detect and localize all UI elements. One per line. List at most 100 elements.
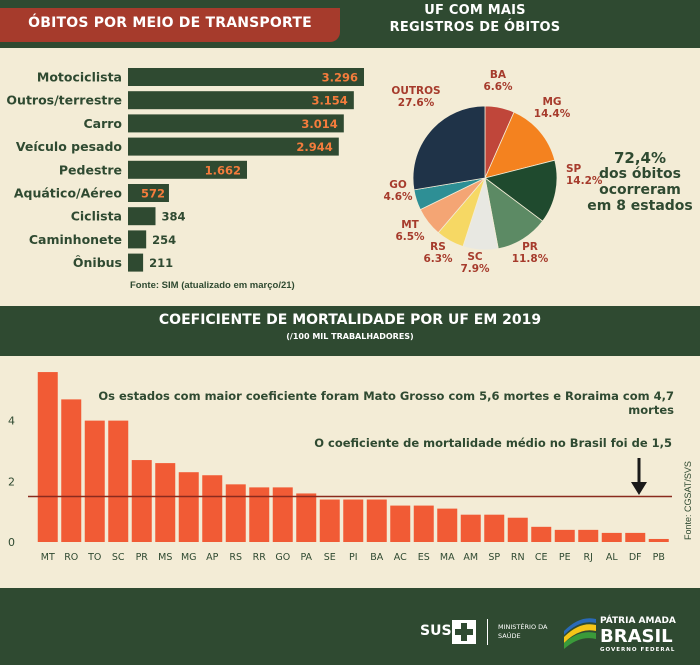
transport-category-label: Pedestre (59, 162, 122, 177)
pie-slice-value: 4.6% (383, 191, 413, 203)
brand-line2: BRASIL (600, 626, 673, 647)
x-tick-label: AM (463, 552, 478, 563)
uf-title-line1: UF COM MAIS (424, 3, 526, 18)
transport-bar (128, 160, 248, 179)
footer-divider (487, 619, 488, 645)
mortality-bar (460, 514, 481, 542)
ministry-line2: SAÚDE (498, 632, 521, 640)
x-tick-label: BA (370, 552, 384, 563)
pie-slice-label: BA (490, 69, 507, 81)
pie-slice-value: 11.8% (512, 253, 549, 265)
transport-bar (128, 91, 354, 110)
x-tick-label: PR (136, 552, 149, 563)
mortality-bar (272, 487, 293, 542)
transport-category-label: Ciclista (71, 209, 122, 224)
brand-text: PÁTRIA AMADA BRASIL GOVERNO FEDERAL (600, 615, 676, 654)
mortality-bar (61, 399, 82, 542)
pie-slice-value: 27.6% (398, 97, 435, 109)
pie-slice-value: 14.2% (566, 175, 603, 187)
concentration-line2: dos óbitos (599, 166, 681, 182)
transport-value-label: 3.296 (322, 71, 358, 85)
mortality-bar (131, 460, 152, 542)
mortality-bar-chart: 0 2 4 MT RO TO SC PR MS MG AP RS RR GO PA SE PI BA AC ES MA A… (8, 372, 672, 563)
x-tick-label: AP (206, 552, 218, 563)
transport-value-label: 211 (149, 256, 173, 270)
mortality-bar (343, 499, 364, 542)
x-tick-label: AL (606, 552, 618, 563)
mortality-bar (648, 538, 669, 542)
transport-category-label: Veículo pesado (16, 139, 123, 154)
pie-slice-label: SC (467, 251, 483, 263)
x-tick-label: SP (488, 552, 500, 563)
transport-category-label: Ônibus (73, 255, 122, 270)
transport-value-label: 572 (141, 187, 165, 201)
x-tick-label: TO (87, 552, 101, 563)
x-tick-label: MA (440, 552, 455, 563)
ministry-text: MINISTÉRIO DA SAÚDE (498, 623, 547, 641)
transport-value-label: 384 (161, 210, 185, 224)
brand-line3: GOVERNO FEDERAL (600, 647, 676, 653)
mortality-bar (202, 475, 223, 542)
mortality-title: COEFICIENTE DE MORTALIDADE POR UF EM 201… (158, 312, 542, 328)
mortality-bar (437, 508, 458, 542)
mortality-bar (484, 514, 505, 542)
uf-title-line2: REGISTROS DE ÓBITOS (389, 20, 561, 35)
mortality-bar (390, 505, 411, 542)
mortality-bar (531, 526, 552, 542)
concentration-line3: ocorreram (599, 182, 681, 198)
mortality-bar (84, 420, 105, 542)
transport-category-label: Motociclista (37, 70, 122, 85)
transport-bar (128, 253, 144, 272)
x-tick-label: CE (535, 552, 548, 563)
x-tick-label: RS (229, 552, 242, 563)
pie-slice (484, 159, 558, 222)
x-tick-label: PB (653, 552, 665, 563)
x-tick-label: RN (511, 552, 525, 563)
x-tick-label: GO (275, 552, 290, 563)
transport-bar (128, 207, 156, 226)
pie-slice-value: 6.5% (395, 231, 425, 243)
pie-slice-label: PR (522, 241, 538, 253)
pie-slice-label: OUTROS (391, 85, 440, 97)
y-tick-label: 0 (8, 536, 15, 549)
transport-value-label: 254 (152, 233, 176, 247)
transport-category-label: Caminhonete (29, 232, 122, 247)
mortality-bar (554, 529, 575, 542)
mortality-bar (601, 532, 622, 542)
transport-value-label: 3.014 (301, 117, 337, 131)
mortality-bar (319, 499, 340, 542)
y-tick-label: 2 (8, 475, 15, 488)
mortality-bar (155, 463, 176, 542)
x-tick-label: RO (64, 552, 78, 563)
mortality-bar (225, 484, 246, 542)
transport-category-label: Carro (83, 116, 122, 131)
transport-bar (128, 184, 169, 202)
footer-logos: SUS MINISTÉRIO DA SAÚDE PÁTRIA AMADA BRA… (0, 607, 700, 665)
mortality-header-band (0, 306, 700, 356)
uf-deaths-title: UF COM MAIS REGISTROS DE ÓBITOS (385, 2, 565, 36)
mortality-bar (178, 472, 199, 542)
y-tick-label: 4 (8, 415, 15, 428)
x-tick-label: MG (181, 552, 197, 563)
pie-slice-label: MG (542, 96, 561, 108)
x-tick-label: MT (41, 552, 55, 563)
mortality-bar (507, 517, 528, 542)
pie-slice-label: MT (401, 219, 419, 231)
brasil-flag-icon (564, 618, 596, 649)
pie-slice-value: 6.3% (423, 253, 453, 265)
mortality-subtitle: (/100 MIL TRABALHADORES) (286, 332, 414, 341)
transport-value-label: 2.944 (296, 140, 332, 154)
x-tick-label: RJ (584, 552, 593, 563)
pie-slice-value: 14.4% (534, 108, 571, 120)
x-tick-label: MS (158, 552, 172, 563)
pie-slice-label: GO (389, 179, 407, 191)
transport-category-label: Aquático/Aéreo (14, 186, 123, 201)
pie-slice-value: 6.6% (483, 81, 513, 93)
transport-category-label: Outros/terrestre (6, 93, 122, 108)
sus-logo-text: SUS (420, 623, 452, 639)
transport-bar (128, 137, 339, 156)
transport-source: Fonte: SIM (atualizado em março/21) (130, 280, 295, 291)
x-tick-label: SE (324, 552, 336, 563)
arrow-down-icon (631, 458, 647, 495)
